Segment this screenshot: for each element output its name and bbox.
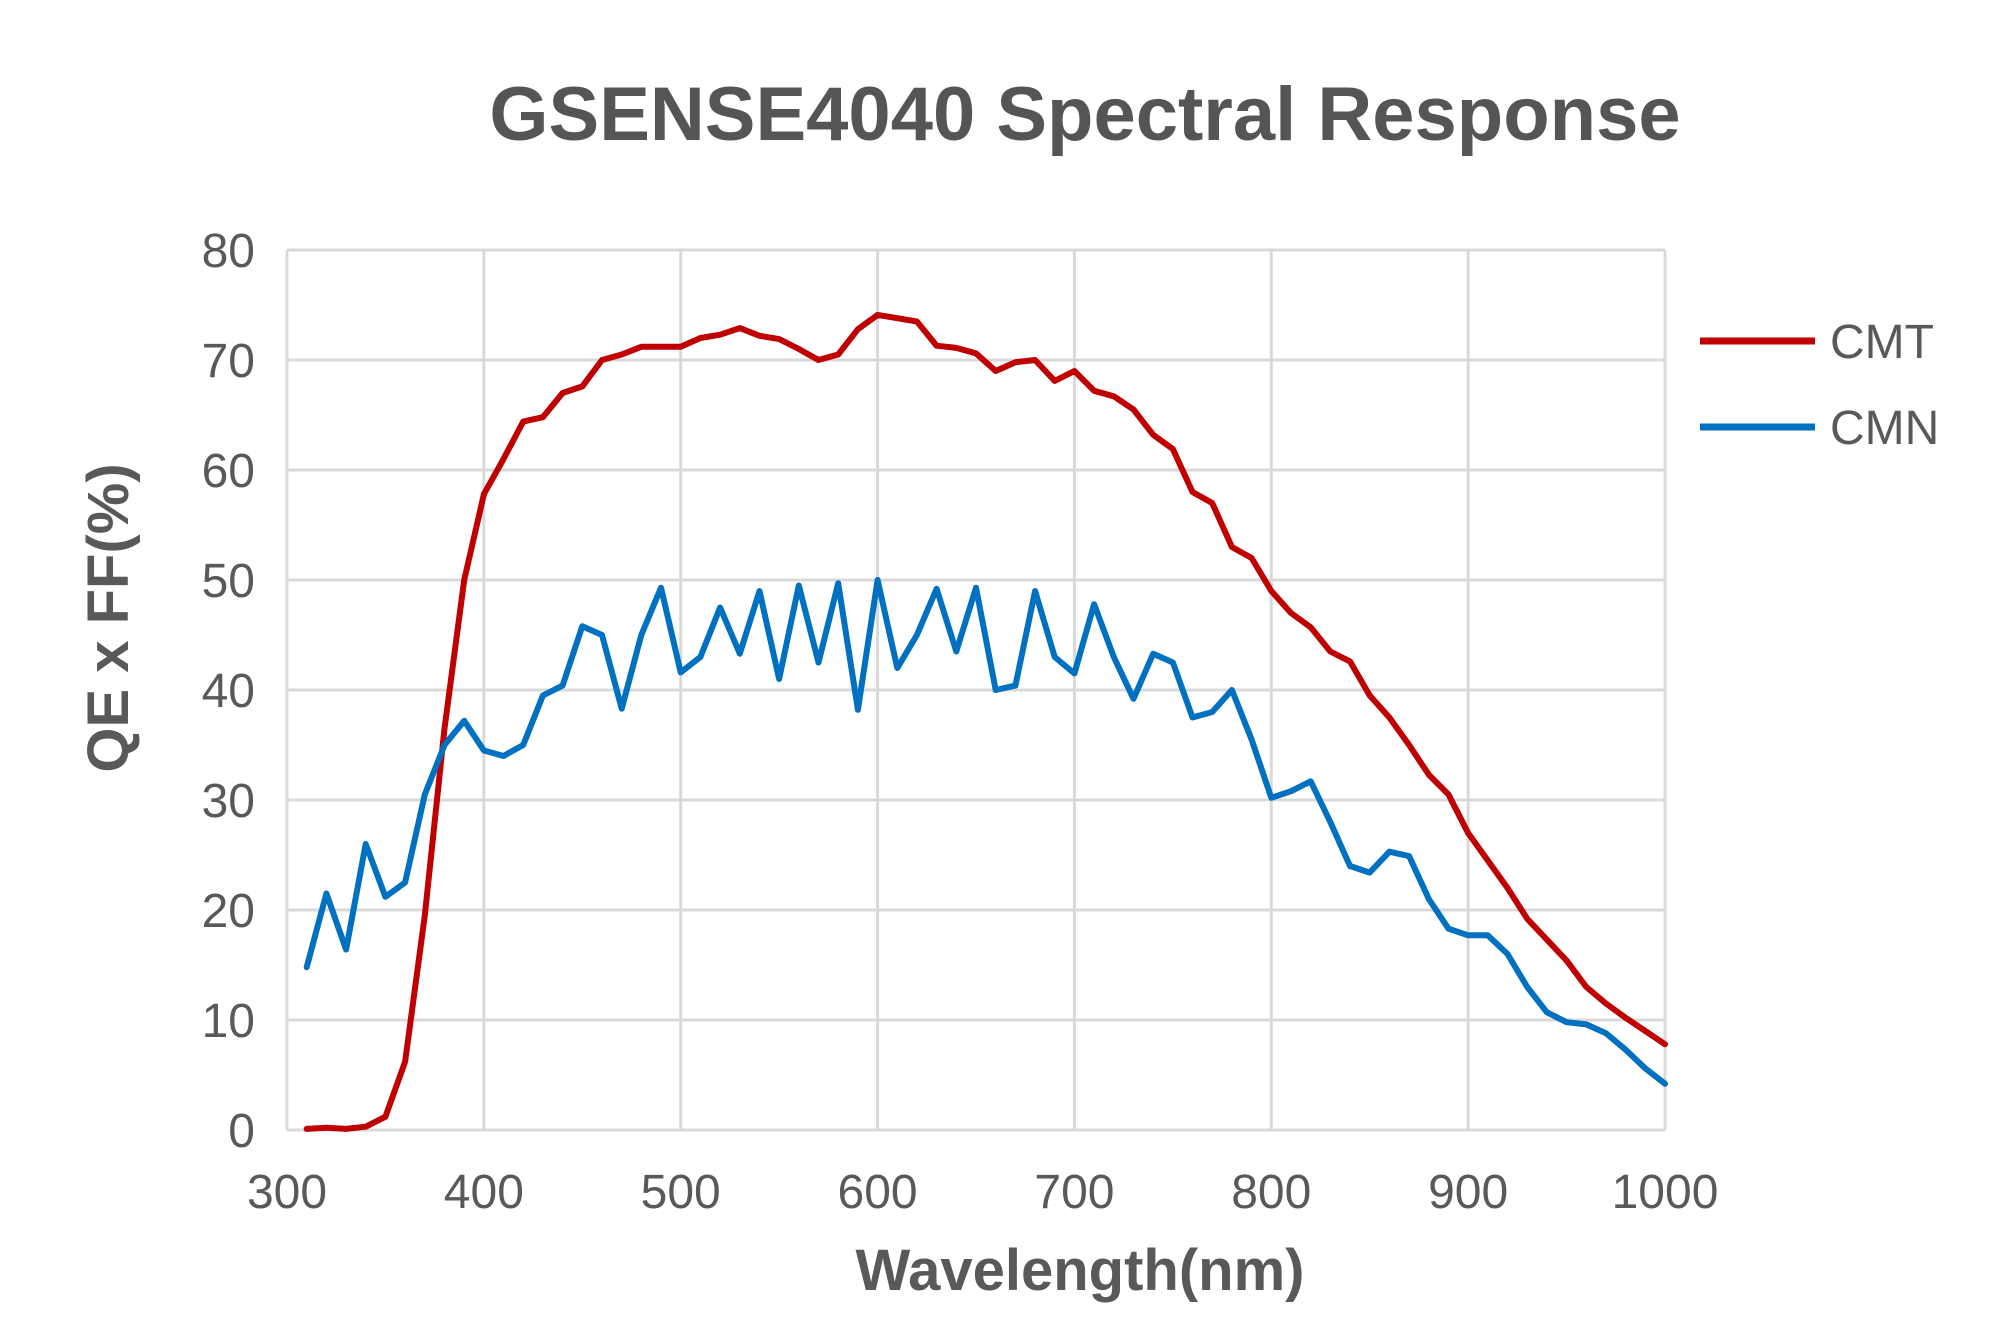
x-tick-label: 300 [247,1166,327,1219]
series-line-cmt [303,311,1668,1132]
series-line-cmn [303,577,1668,1087]
y-tick-label: 50 [202,555,255,608]
x-tick-label: 400 [444,1166,524,1219]
y-tick-label: 0 [228,1105,255,1158]
tick-labels: 300 400 500 600 700 800 900 1000 0 10 20 30 40 50 60 70… [202,225,1719,1219]
legend-label-cmn: CMN [1830,402,1939,455]
x-tick-label: 600 [838,1166,918,1219]
x-tick-label: 800 [1231,1166,1311,1219]
y-tick-label: 30 [202,775,255,828]
x-axis-label: Wavelength(nm) [856,1238,1305,1303]
y-tick-label: 80 [202,225,255,278]
chart-title: GSENSE4040 Spectral Response [489,72,1680,157]
y-tick-label: 20 [202,885,255,938]
legend-label-cmt: CMT [1830,316,1934,369]
series-lines [303,311,1668,1132]
y-tick-label: 40 [202,665,255,718]
legend: CMT CMN [1700,316,1939,455]
x-tick-label: 1000 [1612,1166,1719,1219]
y-tick-label: 70 [202,335,255,388]
y-tick-label: 10 [202,995,255,1048]
y-axis-label: QE x FF(%) [76,463,141,772]
y-tick-label: 60 [202,445,255,498]
x-tick-label: 500 [641,1166,721,1219]
x-tick-label: 900 [1428,1166,1508,1219]
grid [285,248,1667,1132]
x-tick-label: 700 [1034,1166,1114,1219]
